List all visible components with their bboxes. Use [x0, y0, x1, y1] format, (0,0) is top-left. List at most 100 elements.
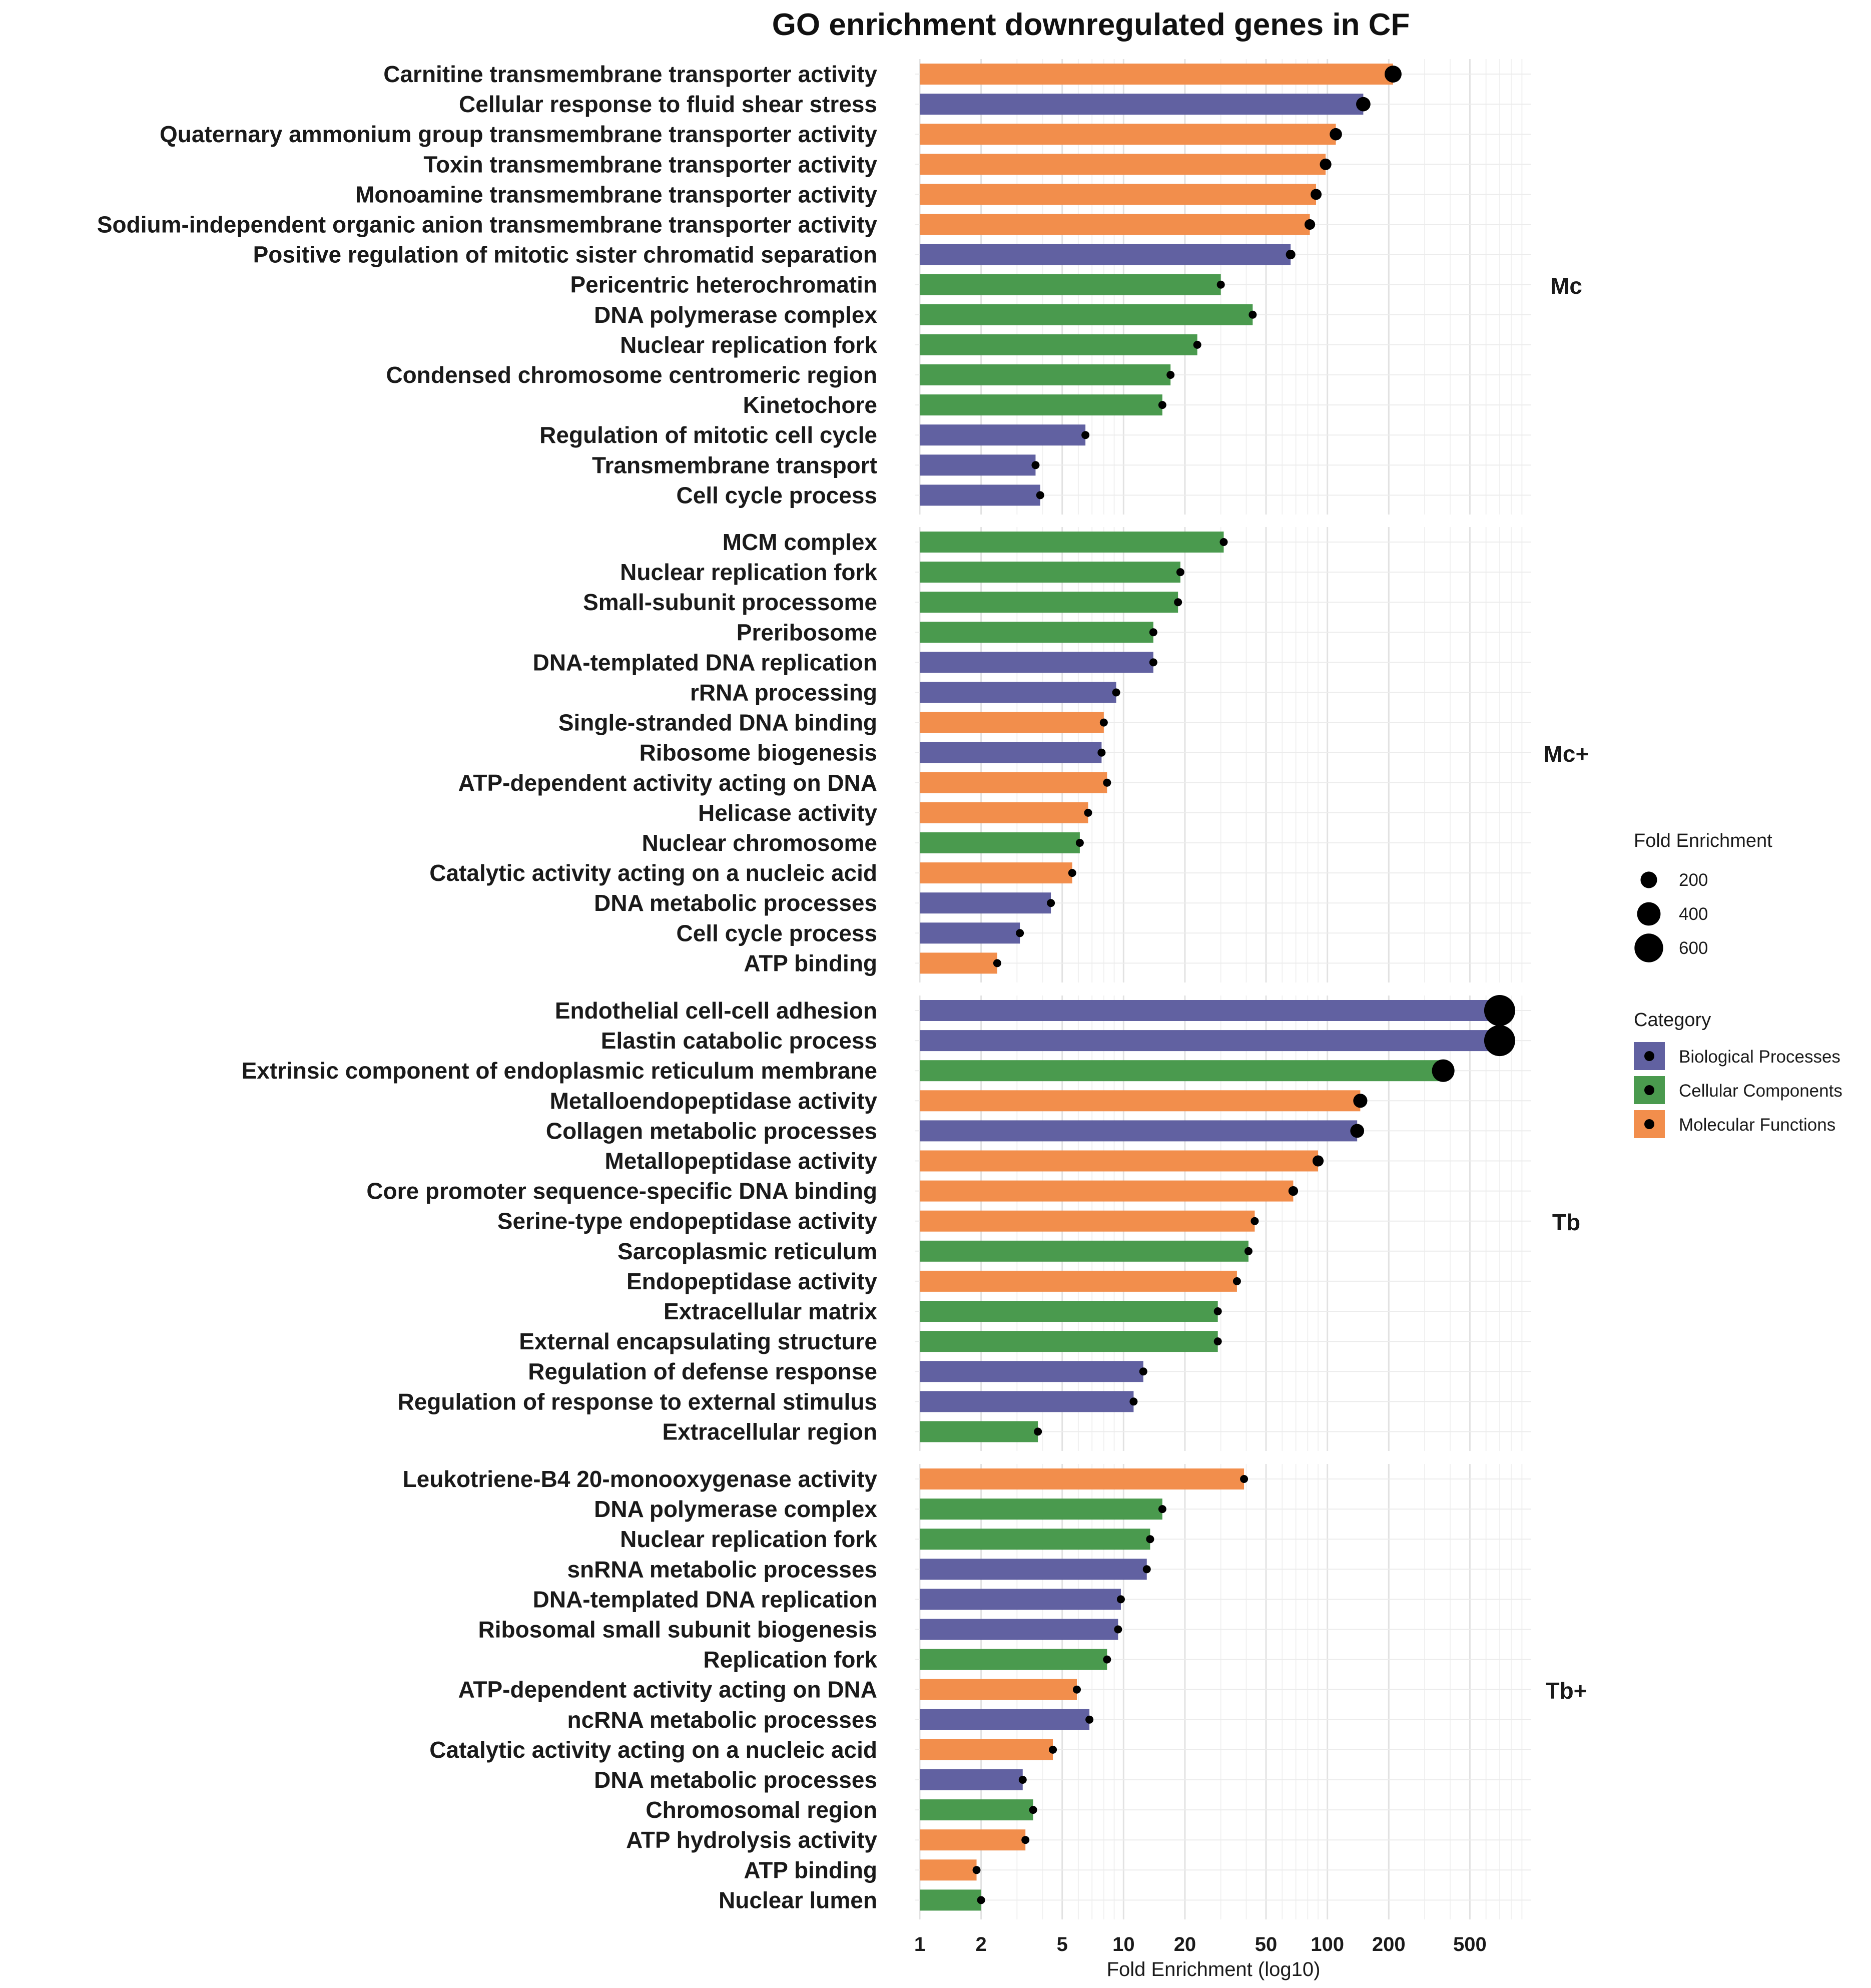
bar: [920, 1030, 1500, 1052]
bar: [920, 1240, 1249, 1262]
bar: [920, 1649, 1107, 1670]
x-tick-label: 20: [1174, 1933, 1196, 1955]
fold-enrichment-dot: [1249, 310, 1257, 319]
fold-enrichment-dot: [1193, 340, 1201, 349]
term-label: Endothelial cell-cell adhesion: [555, 998, 877, 1024]
bar: [920, 652, 1153, 673]
x-tick-label: 1: [914, 1933, 925, 1955]
term-label: ATP-dependent activity acting on DNA: [458, 770, 877, 796]
bar: [920, 712, 1104, 733]
term-label: Regulation of response to external stimu…: [398, 1388, 878, 1414]
bar: [920, 1331, 1218, 1352]
fold-enrichment-dot: [1084, 808, 1092, 817]
bar: [920, 1060, 1444, 1082]
category-legend-label: Cellular Components: [1679, 1081, 1842, 1101]
term-label: Core promoter sequence-specific DNA bind…: [366, 1178, 877, 1204]
fold-enrichment-dot: [1232, 1277, 1241, 1285]
term-label: Metalloendopeptidase activity: [550, 1088, 878, 1114]
term-label: MCM complex: [723, 529, 878, 555]
size-legend-label: 400: [1679, 904, 1708, 924]
term-label: ATP binding: [744, 1857, 877, 1883]
term-label: Regulation of mitotic cell cycle: [539, 422, 877, 448]
term-label: Preribosome: [737, 619, 877, 645]
fold-enrichment-dot: [1213, 1307, 1222, 1315]
fold-enrichment-dot: [1166, 371, 1175, 379]
term-label: Single-stranded DNA binding: [558, 710, 877, 736]
fold-enrichment-dot: [1149, 658, 1157, 667]
panels-layer: Carnitine transmembrane transporter acti…: [97, 59, 1589, 1919]
fold-enrichment-dot: [1142, 1565, 1151, 1574]
category-legend-label: Biological Processes: [1679, 1047, 1840, 1067]
fold-enrichment-dot: [1099, 718, 1108, 727]
size-legend-dot: [1637, 902, 1661, 926]
bar: [920, 424, 1086, 446]
term-label: Nuclear replication fork: [620, 559, 877, 585]
term-label: Toxin transmembrane transporter activity: [423, 151, 877, 177]
fold-enrichment-dot: [1112, 688, 1120, 697]
term-label: DNA-templated DNA replication: [533, 649, 877, 675]
term-label: Positive regulation of mitotic sister ch…: [253, 242, 877, 268]
fold-enrichment-dot: [1149, 628, 1157, 637]
bar: [920, 394, 1162, 416]
fold-enrichment-dot: [1251, 1217, 1259, 1225]
term-label: Nuclear replication fork: [620, 1526, 877, 1552]
fold-enrichment-dot: [1304, 219, 1316, 230]
x-tick-label: 10: [1112, 1933, 1135, 1955]
term-label: DNA metabolic processes: [594, 890, 877, 916]
fold-enrichment-dot: [1034, 1427, 1042, 1436]
bar: [920, 1090, 1361, 1112]
x-axis: 1 2 5 10 20 50 100 200 500: [914, 1933, 1487, 1955]
size-legend-dot: [1634, 933, 1663, 962]
bar: [920, 682, 1116, 703]
fold-enrichment-dot: [1016, 929, 1024, 937]
bar: [920, 742, 1102, 763]
fold-enrichment-dot: [1216, 280, 1225, 289]
term-label: Leukotriene-B4 20-monooxygenase activity: [403, 1466, 878, 1492]
term-label: Ribosomal small subunit biogenesis: [478, 1617, 877, 1643]
fold-enrichment-dot: [1103, 778, 1111, 787]
term-label: Condensed chromosome centromeric region: [386, 362, 877, 388]
fold-enrichment-dot: [1047, 899, 1055, 907]
term-label: Small-subunit processome: [583, 589, 877, 615]
bar: [920, 214, 1310, 235]
panel-Mc: Carnitine transmembrane transporter acti…: [97, 59, 1582, 515]
bar: [920, 64, 1393, 85]
bar: [920, 274, 1221, 295]
bar: [920, 1150, 1319, 1172]
bar: [920, 1468, 1244, 1489]
term-label: Sodium-independent organic anion transme…: [97, 212, 878, 238]
size-legend: Fold Enrichment 200 400 600: [1634, 830, 1772, 962]
bar: [920, 334, 1197, 355]
bar: [920, 832, 1080, 853]
chart-title: GO enrichment downregulated genes in CF: [772, 8, 1410, 42]
fold-enrichment-dot: [1219, 538, 1228, 546]
term-label: DNA-templated DNA replication: [533, 1586, 877, 1612]
bar: [920, 862, 1072, 884]
term-label: DNA metabolic processes: [594, 1767, 877, 1793]
fold-enrichment-dot: [1085, 1715, 1094, 1724]
size-legend-dot: [1640, 871, 1657, 888]
category-legend-title: Category: [1634, 1010, 1711, 1031]
term-label: Quaternary ammonium group transmembrane …: [160, 121, 877, 147]
bar: [920, 532, 1224, 553]
fold-enrichment-dot: [1018, 1776, 1027, 1784]
term-label: Nuclear replication fork: [620, 332, 877, 358]
legend: Fold Enrichment 200 400 600 Category Biologic…: [1634, 830, 1842, 1138]
fold-enrichment-dot: [1114, 1625, 1122, 1634]
fold-enrichment-dot: [1072, 1685, 1081, 1694]
term-label: Nuclear chromosome: [642, 830, 877, 856]
bar: [920, 562, 1180, 583]
bar: [920, 892, 1051, 914]
term-label: Sarcoplasmic reticulum: [617, 1238, 877, 1264]
term-label: Nuclear lumen: [719, 1887, 877, 1913]
category-legend-label: Molecular Functions: [1679, 1115, 1835, 1135]
size-legend-title: Fold Enrichment: [1634, 830, 1772, 851]
fold-enrichment-dot: [1049, 1745, 1057, 1754]
term-label: Chromosomal region: [646, 1797, 877, 1823]
bar: [920, 1180, 1294, 1202]
fold-enrichment-dot: [1097, 748, 1106, 757]
panel-Tb-plus: Leukotriene-B4 20-monooxygenase activity…: [403, 1464, 1587, 1919]
fold-enrichment-dot: [1286, 250, 1296, 260]
bar: [920, 1391, 1134, 1412]
bar: [920, 1210, 1255, 1232]
